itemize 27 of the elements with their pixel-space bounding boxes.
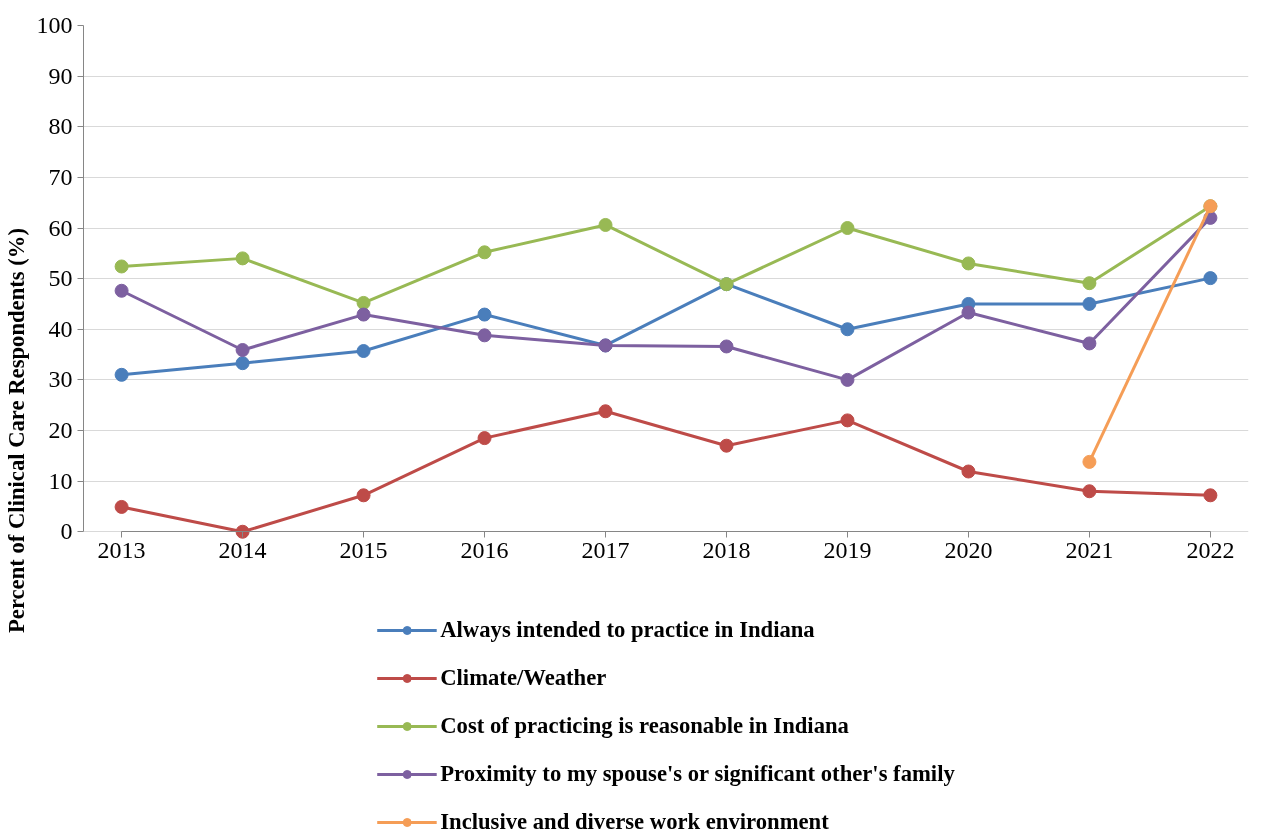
legend-label: Proximity to my spouse's or significant other's family (440, 761, 955, 787)
x-tick-label: 2020 (944, 536, 993, 563)
legend-label: Always intended to practice in Indiana (440, 617, 815, 643)
legend-label: Inclusive and diverse work environment (440, 809, 829, 835)
y-tick-label: 80 (48, 113, 73, 140)
x-tick-label: 2018 (702, 536, 751, 563)
x-tick-label: 2022 (1186, 536, 1235, 563)
x-tick-label: 2016 (460, 536, 509, 563)
x-tick-label: 2021 (1065, 536, 1114, 563)
x-tick-label: 2014 (218, 536, 267, 563)
x-tick-label: 2019 (823, 536, 872, 563)
y-tick-label: 70 (48, 163, 73, 190)
x-tick-label: 2017 (581, 536, 630, 563)
y-tick-label: 40 (48, 315, 73, 342)
y-tick-label: 50 (48, 265, 73, 292)
y-tick-label: 100 (36, 12, 73, 38)
y-tick-label: 20 (48, 417, 73, 443)
y-tick-label: 30 (48, 366, 73, 393)
legend-label: Cost of practicing is reasonable in Indiana (440, 713, 849, 739)
y-tick-label: 90 (48, 62, 73, 89)
y-tick-label: 60 (48, 214, 73, 241)
legend-label: Climate/Weather (440, 665, 607, 691)
y-tick-label: 10 (48, 467, 73, 494)
y-axis-title: Percent of Clinical Care Respondents (%) (3, 227, 29, 634)
x-tick-label: 2015 (339, 536, 388, 563)
y-tick-label: 0 (60, 518, 73, 545)
x-tick-label: 2013 (97, 536, 146, 563)
